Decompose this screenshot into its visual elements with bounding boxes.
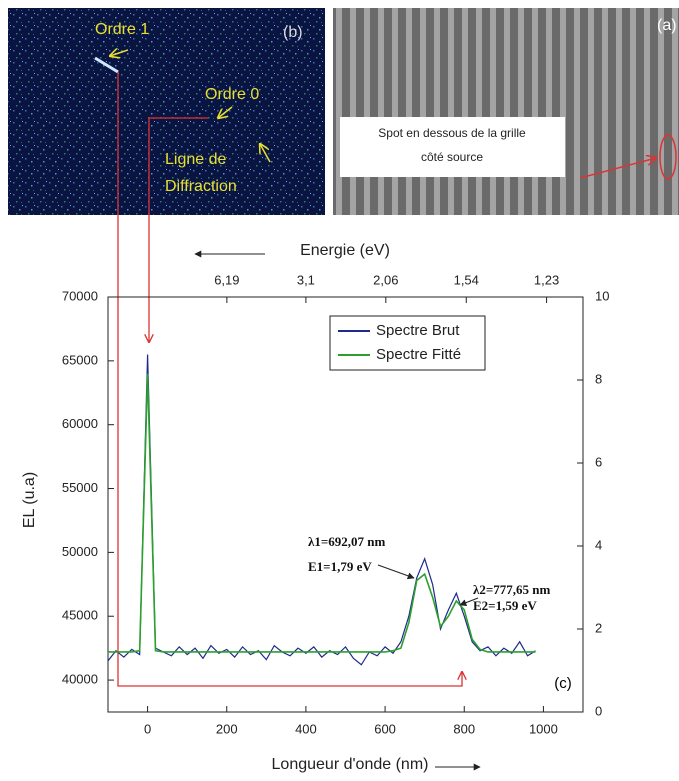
y2-tick-label: 10 — [595, 288, 609, 303]
legend-label: Spectre Fitté — [376, 346, 461, 363]
panel-label: (c) — [554, 675, 572, 692]
panel-label: (a) — [657, 17, 677, 34]
x-axis-label: Longueur d'onde (nm) — [272, 756, 429, 773]
arrow — [260, 144, 271, 163]
x2-tick-label: 3,1 — [297, 272, 315, 287]
x2-tick-label: 6,19 — [214, 272, 239, 287]
y-tick-label: 60000 — [62, 416, 98, 431]
y2-tick-label: 0 — [595, 703, 602, 718]
x-tick-label: 200 — [216, 721, 238, 736]
image-text: Spot en dessous de la grille — [378, 126, 526, 140]
y2-tick-label: 6 — [595, 454, 602, 469]
annotation: λ1=692,07 nm — [308, 534, 386, 549]
image-text: Ordre 1 — [95, 21, 149, 38]
x2-axis-label: Energie (eV) — [300, 242, 390, 259]
y-tick-label: 50000 — [62, 544, 98, 559]
image-a — [333, 8, 679, 215]
annotation: E1=1,79 eV — [308, 559, 372, 574]
image-text: Ordre 0 — [205, 86, 259, 103]
image-b — [8, 8, 325, 215]
annotation: E2=1,59 eV — [473, 598, 537, 613]
x-tick-label: 1000 — [529, 721, 558, 736]
y2-tick-label: 8 — [595, 371, 602, 386]
y-axis-label: EL (u.a) — [21, 472, 38, 528]
image-text: Diffraction — [165, 178, 237, 195]
image-text: côté source — [421, 150, 483, 164]
x-tick-label: 800 — [453, 721, 475, 736]
plot-frame — [107, 296, 584, 713]
x-tick-label: 0 — [144, 721, 151, 736]
arrow — [110, 50, 129, 56]
y-tick-label: 40000 — [62, 672, 98, 687]
x2-tick-label: 2,06 — [373, 272, 398, 287]
caption-box — [340, 117, 565, 177]
y-tick-label: 65000 — [62, 352, 98, 367]
order-1-spot — [94, 56, 119, 74]
connector — [149, 117, 208, 342]
y-tick-label: 70000 — [62, 288, 98, 303]
y-tick-label: 45000 — [62, 608, 98, 623]
arrow — [579, 158, 656, 179]
legend-label: Spectre Brut — [376, 322, 460, 339]
x2-tick-label: 1,54 — [454, 272, 479, 287]
series-line — [108, 373, 536, 653]
connector — [117, 72, 462, 687]
x-tick-label: 400 — [295, 721, 317, 736]
y-tick-label: 55000 — [62, 480, 98, 495]
arrow — [218, 106, 233, 118]
x2-tick-label: 1,23 — [534, 272, 559, 287]
series-line — [107, 354, 536, 666]
annotation: λ2=777,65 nm — [473, 582, 551, 597]
x-tick-label: 600 — [374, 721, 396, 736]
legend — [329, 315, 486, 371]
image-text: Ligne de — [165, 151, 226, 168]
panel-label: (b) — [283, 24, 303, 41]
annotation-arrow — [459, 597, 479, 606]
spot-circle — [659, 134, 677, 180]
y2-tick-label: 4 — [595, 537, 602, 552]
annotation-arrow — [377, 564, 415, 580]
y2-tick-label: 2 — [595, 620, 602, 635]
